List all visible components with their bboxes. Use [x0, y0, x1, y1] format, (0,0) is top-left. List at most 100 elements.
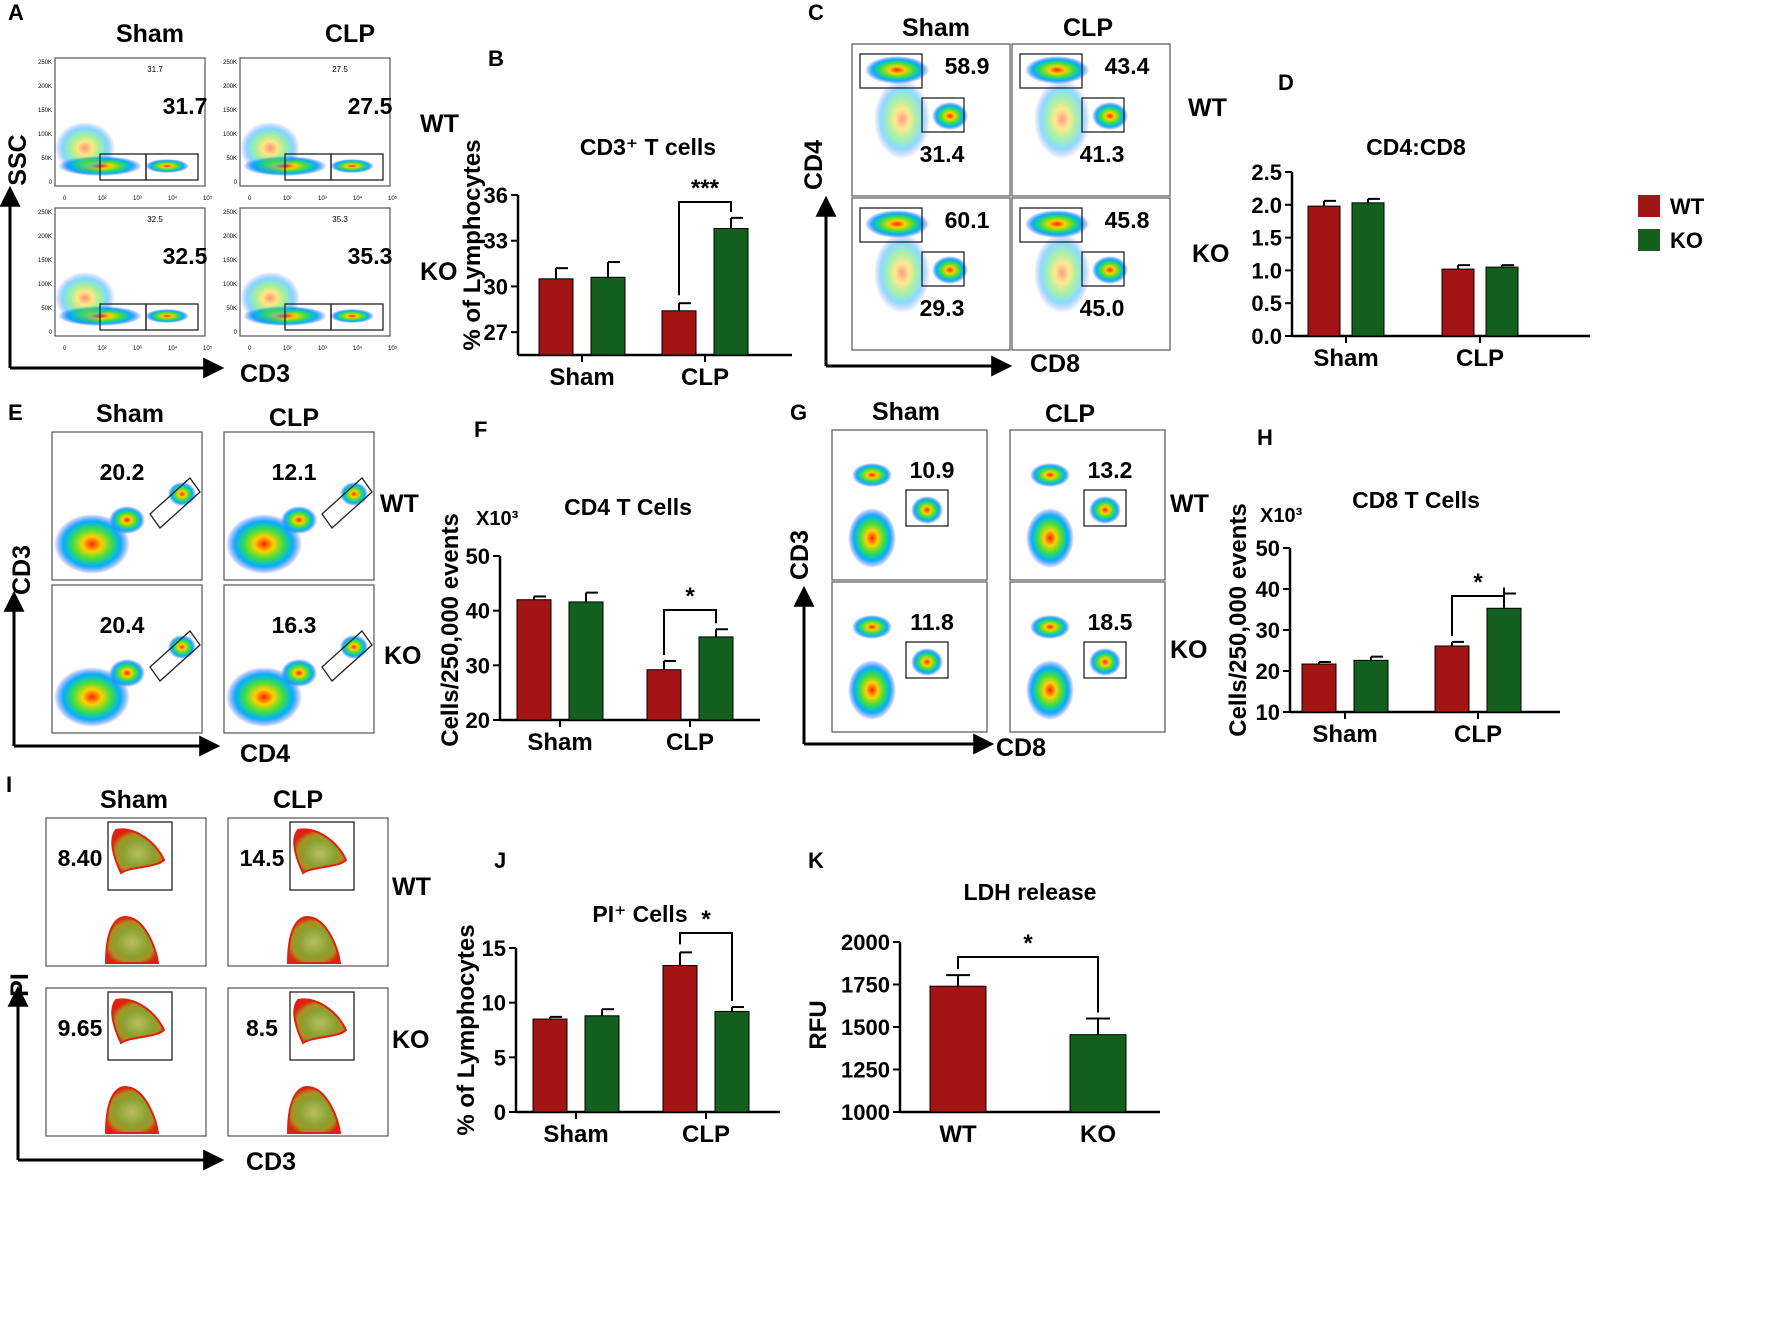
x-tick-label: 0 — [63, 346, 67, 352]
x-axis-label: CD4 — [240, 740, 290, 768]
y-tick-label: 10 — [1256, 700, 1280, 725]
y-tick-label: 200K — [223, 234, 237, 240]
x-tick-label: 10⁵ — [388, 345, 398, 352]
gate-value: 35.3 — [348, 243, 393, 269]
gate — [1019, 207, 1083, 243]
y-tick-label: 150K — [38, 258, 52, 264]
legend-label: WT — [1670, 194, 1705, 219]
y-tick-label: 33 — [484, 229, 508, 254]
gate — [149, 630, 201, 682]
y-tick-label: 0 — [234, 180, 238, 186]
dot-plot: 250K 200K 150K 100K 50K 0 0 10² 10³ 10⁴ 10⁵ 35.3 35.… — [223, 207, 398, 352]
contour-population — [111, 998, 166, 1045]
panel-label-I: I — [6, 772, 12, 797]
x-tick-label: 10² — [283, 196, 292, 202]
density-blob — [1026, 508, 1074, 568]
bar-ko-clp — [1485, 266, 1519, 337]
x-tick-label: 10⁴ — [168, 345, 178, 352]
y-tick-label: 250K — [38, 60, 52, 66]
y-axis-label: CD3 — [786, 530, 814, 580]
x-tick-label: 0 — [63, 196, 67, 202]
gate — [921, 251, 965, 287]
y-tick-label: 200K — [38, 84, 52, 90]
gate-value: 8.40 — [58, 845, 103, 871]
gate-value: 10.9 — [910, 457, 955, 483]
gate — [330, 153, 384, 181]
y-tick-label: 250K — [38, 210, 52, 216]
y-tick-label: 200K — [223, 84, 237, 90]
density-blob — [54, 514, 130, 574]
x-axis-label: CD3 — [240, 360, 290, 388]
gate-value: 12.1 — [272, 459, 317, 485]
y-axis-label: SSC — [4, 134, 32, 185]
dot-plot: 45.8 45.0 — [1011, 197, 1171, 351]
column-label: CLP — [269, 404, 319, 432]
contour-population — [104, 1086, 160, 1134]
y-tick-label: 0 — [234, 330, 238, 336]
x-tick-label: 0 — [248, 346, 252, 352]
dot-plot: 250K 200K 150K 100K 50K 0 0 10² 10³ 10⁴ 10⁵ 31.7 31.… — [38, 57, 213, 202]
panel-label-E: E — [8, 400, 23, 425]
row-label: KO — [1170, 636, 1208, 664]
density-blob — [240, 272, 300, 324]
chart-D: 0.0 0.5 1.0 1.5 2.0 2.5 Sham CLP CD4:CD8 WT KO — [1251, 134, 1704, 372]
x-tick-label: 10² — [283, 346, 292, 352]
gate — [921, 97, 965, 133]
gate — [107, 991, 173, 1061]
contour-plot: 8.5 — [227, 987, 389, 1137]
y-tick-label: 150K — [38, 108, 52, 114]
y-tick-label: 1.5 — [1251, 226, 1282, 251]
contour-plot: 14.5 — [227, 817, 389, 967]
y-tick-label: 100K — [223, 282, 237, 288]
density-blob — [874, 79, 930, 159]
density-blob — [1089, 648, 1121, 676]
density-blob — [281, 659, 317, 687]
y-tick-label: 2.5 — [1251, 160, 1282, 185]
x-axis-label: CD3 — [246, 1148, 296, 1176]
plot-frame — [851, 197, 1011, 351]
gate — [289, 821, 355, 891]
plot-frame — [227, 987, 389, 1137]
gate — [289, 991, 355, 1061]
x-tick-label: 10³ — [318, 346, 327, 352]
dot-plot: 60.1 29.3 — [851, 197, 1011, 351]
y-tick-label: 150K — [223, 258, 237, 264]
x-tick-label: Sham — [527, 729, 592, 756]
gate — [1083, 641, 1127, 679]
bar-wt-clp — [662, 964, 698, 1113]
y-tick-label: 1000 — [841, 1100, 890, 1125]
plot-frame — [45, 817, 207, 967]
column-label: Sham — [872, 398, 940, 426]
plot-frame — [1011, 197, 1171, 351]
y-tick-label: 40 — [1256, 577, 1280, 602]
bar-wt-sham — [538, 278, 574, 356]
y-axis-label: CD4 — [800, 140, 828, 190]
density-blob — [168, 635, 196, 659]
gate — [330, 303, 384, 331]
gate — [321, 630, 373, 682]
row-label: KO — [1192, 240, 1230, 268]
x-tick-label: CLP — [1454, 721, 1502, 748]
y-tick-label: 0 — [49, 330, 53, 336]
density-blob — [168, 482, 196, 506]
dot-plot: 250K 200K 150K 100K 50K 0 0 10² 10³ 10⁴ 10⁵ 32.5 32.… — [38, 207, 213, 352]
density-blob — [865, 56, 929, 84]
dot-plot: 12.1 — [223, 431, 375, 581]
bar-ko-sham — [568, 601, 604, 721]
bar-ko-sham — [1353, 659, 1389, 713]
chart-title: CD3⁺ T cells — [580, 134, 716, 160]
y-tick-label: 1250 — [841, 1058, 890, 1083]
x-tick-label: 10² — [98, 196, 107, 202]
panel-label-F: F — [474, 417, 487, 442]
plot-frame — [45, 987, 207, 1137]
gate-value: 31.4 — [920, 141, 965, 167]
significance-bracket — [678, 201, 732, 296]
gate-value: 9.65 — [58, 1015, 103, 1041]
panel-label-A: A — [8, 0, 24, 25]
contour-population — [293, 828, 348, 875]
gate — [1083, 489, 1127, 527]
gate-value: 31.7 — [163, 93, 208, 119]
plot-frame — [54, 207, 206, 337]
gate-value-small: 31.7 — [147, 65, 163, 74]
gate-value: 41.3 — [1080, 141, 1125, 167]
